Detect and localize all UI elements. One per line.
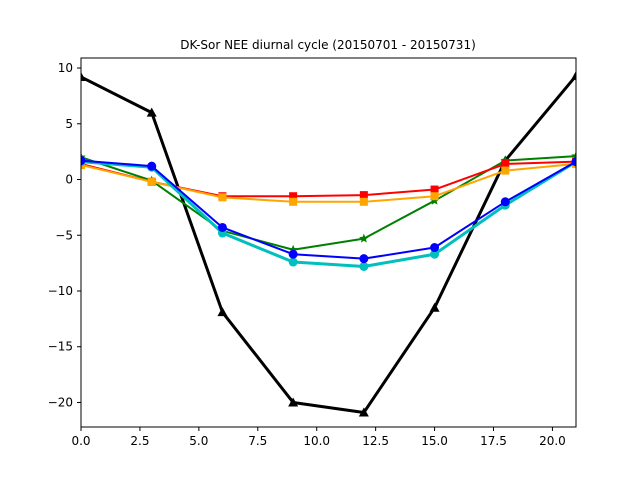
y-tick-label: −10 [48, 284, 73, 298]
data-point-3 [289, 197, 298, 206]
series-layer [81, 70, 576, 417]
x-tick-label: 15.0 [421, 434, 448, 448]
x-tick-label: 7.5 [248, 434, 267, 448]
data-point-5 [430, 185, 439, 194]
y-tick-label: 5 [65, 117, 73, 131]
data-point-3 [288, 244, 298, 254]
series-1 [81, 70, 576, 417]
series-line [81, 74, 576, 415]
data-point-0 [81, 71, 86, 81]
data-point-2 [217, 307, 228, 317]
series-6 [81, 156, 576, 264]
data-point-4 [358, 407, 369, 417]
data-point-5 [429, 302, 440, 312]
data-point-0 [81, 156, 86, 166]
data-point-6 [500, 197, 510, 207]
data-point-6 [501, 159, 510, 168]
series-line [81, 162, 576, 203]
chart-title: DK-Sor NEE diurnal cycle (20150701 - 201… [180, 38, 476, 52]
data-point-5 [430, 243, 440, 253]
y-tick-label: 0 [65, 173, 73, 187]
data-point-1 [146, 107, 157, 117]
x-tick-label: 12.5 [362, 434, 389, 448]
x-tick-label: 0.0 [71, 434, 90, 448]
y-tick-label: 10 [58, 61, 73, 75]
data-point-3 [289, 192, 298, 201]
data-point-4 [359, 261, 369, 271]
data-point-4 [359, 191, 368, 200]
axes: 0.0 2.5 5.0 7.5 10.0 12.5 15.0 17.5 20.0 10 5 0 −5 −1… [48, 57, 577, 448]
series-line [81, 160, 576, 268]
data-point-4 [359, 197, 368, 206]
data-point-4 [359, 254, 369, 264]
data-point-5 [430, 192, 439, 201]
y-tick-label: −20 [48, 395, 73, 409]
data-point-2 [218, 193, 227, 202]
data-point-6 [501, 166, 510, 175]
data-point-7 [571, 157, 576, 167]
plot-area [81, 70, 576, 417]
y-tick-label: −5 [55, 228, 73, 242]
x-tick-label: 2.5 [130, 434, 149, 448]
x-tick-label: 5.0 [189, 434, 208, 448]
data-point-7 [571, 70, 576, 80]
x-tick-label: 20.0 [539, 434, 566, 448]
data-point-2 [217, 222, 227, 232]
y-tick-label: −15 [48, 340, 73, 354]
data-point-1 [147, 177, 156, 186]
series-line [81, 159, 576, 260]
data-point-4 [359, 233, 369, 243]
data-point-3 [288, 249, 298, 259]
data-point-3 [288, 257, 298, 267]
axes-frame [80, 57, 577, 428]
data-point-3 [288, 397, 299, 407]
x-tick-label: 10.0 [303, 434, 330, 448]
data-point-1 [147, 161, 157, 171]
data-point-5 [430, 249, 440, 259]
x-tick-label: 17.5 [480, 434, 507, 448]
